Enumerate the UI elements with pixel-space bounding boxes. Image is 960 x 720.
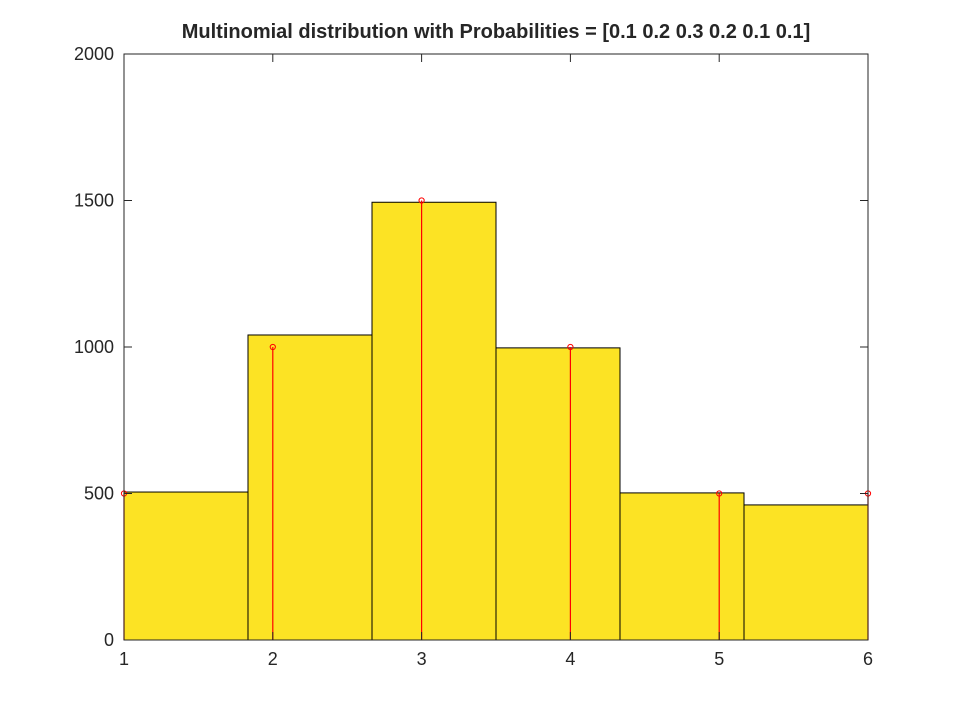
x-tick-label: 2 (268, 649, 278, 669)
y-tick-label: 1000 (74, 337, 114, 357)
histogram-bar (619, 492, 745, 641)
x-tick-label: 6 (863, 649, 873, 669)
x-tick-label: 3 (417, 649, 427, 669)
x-tick-label: 5 (714, 649, 724, 669)
stem-marker (269, 343, 276, 351)
x-tick-label: 1 (119, 649, 129, 669)
y-tick-label: 0 (104, 630, 114, 650)
x-tick-label: 4 (565, 649, 575, 669)
y-tick-label: 500 (84, 484, 114, 504)
histogram-bar (123, 491, 249, 641)
histogram-bar (495, 347, 621, 641)
stem-marker (716, 490, 723, 497)
chart-title: Multinomial distribution with Probabilit… (182, 21, 811, 43)
stem-marker (567, 343, 574, 351)
histogram-bar (247, 334, 373, 641)
histogram-bar (371, 201, 497, 641)
stem-marker (418, 197, 425, 204)
y-tick-label: 1500 (74, 191, 114, 211)
y-tick-label: 2000 (74, 44, 114, 64)
histogram-bar (743, 504, 869, 641)
plot-area: 1 2 3 4 5 6 0 500 1000 1500 2000 (74, 44, 873, 669)
